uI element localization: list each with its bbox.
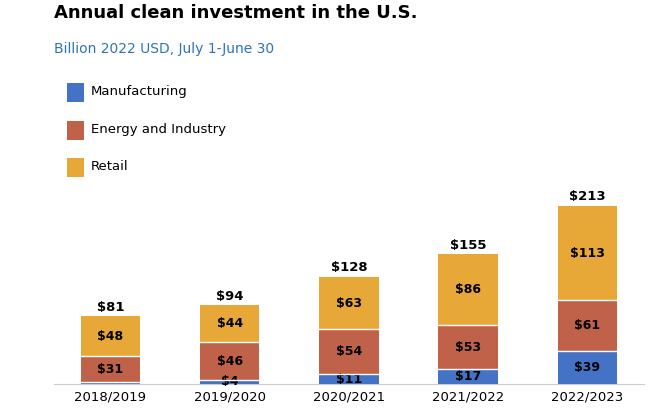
Text: $63: $63 xyxy=(336,296,362,310)
Text: $48: $48 xyxy=(97,329,123,343)
Text: Retail: Retail xyxy=(91,160,128,173)
Text: Manufacturing: Manufacturing xyxy=(91,85,187,98)
Bar xyxy=(319,374,378,384)
Bar xyxy=(200,380,260,384)
Text: $86: $86 xyxy=(455,283,481,296)
Text: $46: $46 xyxy=(217,354,243,368)
Text: Energy and Industry: Energy and Industry xyxy=(91,123,225,136)
Text: $53: $53 xyxy=(455,341,481,354)
Bar xyxy=(319,277,378,329)
Text: $94: $94 xyxy=(216,290,244,303)
Bar xyxy=(200,342,260,380)
Text: Billion 2022 USD, July 1-June 30: Billion 2022 USD, July 1-June 30 xyxy=(54,42,274,56)
Bar xyxy=(81,356,140,382)
Text: $128: $128 xyxy=(331,261,367,274)
Text: $17: $17 xyxy=(455,370,481,383)
Text: $213: $213 xyxy=(569,191,606,203)
Text: $39: $39 xyxy=(574,361,601,374)
Bar xyxy=(438,325,498,369)
Bar xyxy=(558,300,617,351)
Text: $44: $44 xyxy=(217,317,243,330)
Text: $11: $11 xyxy=(336,372,362,386)
Text: $61: $61 xyxy=(574,319,601,332)
Bar xyxy=(438,369,498,384)
Text: $155: $155 xyxy=(450,239,486,252)
Bar xyxy=(558,351,617,384)
Bar xyxy=(319,329,378,374)
Text: $113: $113 xyxy=(570,246,605,260)
Bar xyxy=(81,382,140,384)
Text: $81: $81 xyxy=(97,301,124,314)
Text: $4: $4 xyxy=(221,375,238,389)
Text: $31: $31 xyxy=(97,362,123,376)
Text: $54: $54 xyxy=(336,345,362,359)
Bar xyxy=(81,316,140,356)
Text: Annual clean investment in the U.S.: Annual clean investment in the U.S. xyxy=(54,4,417,22)
Bar xyxy=(558,206,617,300)
Bar xyxy=(200,305,260,342)
Bar xyxy=(438,254,498,325)
